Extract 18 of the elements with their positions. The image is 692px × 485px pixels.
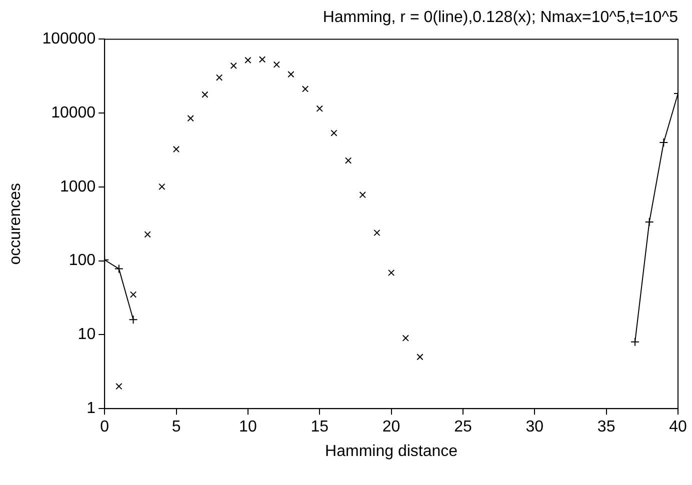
x-tick-label: 30 bbox=[526, 418, 544, 436]
x-tick-label: 0 bbox=[100, 418, 110, 436]
y-tick-label: 1000 bbox=[60, 178, 96, 196]
x-tick-label: 20 bbox=[382, 418, 400, 436]
x-tick-label: 35 bbox=[597, 418, 616, 436]
x-tick-label: 25 bbox=[454, 418, 472, 436]
y-tick-label: 10 bbox=[78, 326, 96, 344]
y-tick-label: 10000 bbox=[51, 104, 96, 122]
chart-title: Hamming, r = 0(line),0.128(x); Nmax=10^5,t=10^5 bbox=[322, 9, 678, 26]
y-tick-label: 100000 bbox=[42, 30, 96, 48]
y-tick-label: 100 bbox=[68, 252, 96, 270]
x-axis-title: Hamming distance bbox=[325, 442, 458, 460]
x-tick-label: 10 bbox=[239, 418, 257, 436]
x-tick-label: 5 bbox=[172, 418, 181, 436]
x-tick-label: 40 bbox=[669, 418, 687, 436]
y-tick-label: 1 bbox=[86, 400, 96, 418]
x-tick-label: 15 bbox=[310, 418, 329, 436]
y-axis-title: occurences bbox=[7, 182, 24, 265]
